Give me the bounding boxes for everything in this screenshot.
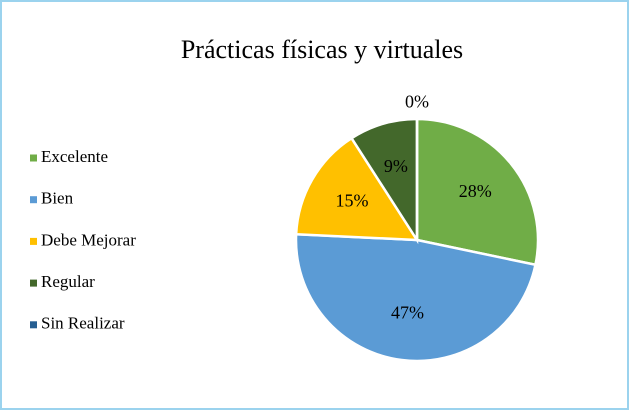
data-label: 47%	[391, 303, 424, 323]
legend-label: Excelente	[41, 147, 108, 166]
legend-label: Sin Realizar	[41, 314, 125, 333]
legend-label: Bien	[41, 189, 74, 208]
legend-swatch	[30, 321, 37, 329]
legend-swatch	[30, 237, 37, 245]
pie-slice	[415, 117, 540, 267]
legend-swatch	[30, 196, 37, 204]
legend-label: Debe Mejorar	[41, 230, 136, 249]
data-label: 0%	[405, 91, 429, 111]
data-label: 15%	[336, 191, 369, 211]
pie-slice	[294, 232, 537, 363]
pie-slice	[294, 136, 420, 242]
data-label: 28%	[459, 181, 492, 201]
legend-swatch	[30, 154, 37, 162]
chart-title: Prácticas físicas y virtuales	[181, 35, 463, 64]
data-label: 9%	[384, 156, 408, 176]
legend-swatch	[30, 279, 37, 287]
legend-label: Regular	[41, 272, 95, 291]
